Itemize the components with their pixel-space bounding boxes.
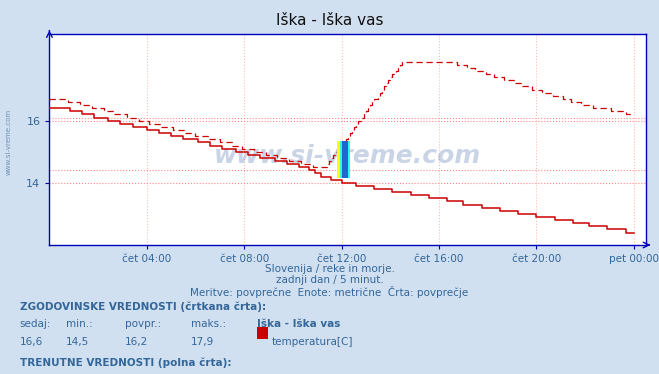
- Text: www.si-vreme.com: www.si-vreme.com: [214, 144, 481, 168]
- Text: www.si-vreme.com: www.si-vreme.com: [5, 109, 12, 175]
- Text: 16,6: 16,6: [20, 337, 43, 347]
- Text: zadnji dan / 5 minut.: zadnji dan / 5 minut.: [275, 275, 384, 285]
- Text: TRENUTNE VREDNOSTI (polna črta):: TRENUTNE VREDNOSTI (polna črta):: [20, 358, 231, 368]
- Text: Meritve: povprečne  Enote: metrične  Črta: povprečje: Meritve: povprečne Enote: metrične Črta:…: [190, 286, 469, 298]
- Text: sedaj:: sedaj:: [20, 319, 51, 329]
- Bar: [337, 141, 346, 178]
- Text: povpr.:: povpr.:: [125, 319, 161, 329]
- Bar: [340, 141, 349, 178]
- Text: temperatura[C]: temperatura[C]: [272, 337, 353, 347]
- Text: maks.:: maks.:: [191, 319, 226, 329]
- Text: min.:: min.:: [66, 319, 93, 329]
- Text: Slovenija / reke in morje.: Slovenija / reke in morje.: [264, 264, 395, 274]
- Bar: [342, 141, 348, 178]
- Text: Iška - Iška vas: Iška - Iška vas: [257, 319, 341, 329]
- Text: 17,9: 17,9: [191, 337, 214, 347]
- Text: 16,2: 16,2: [125, 337, 148, 347]
- Text: 14,5: 14,5: [66, 337, 89, 347]
- Text: ZGODOVINSKE VREDNOSTI (črtkana črta):: ZGODOVINSKE VREDNOSTI (črtkana črta):: [20, 301, 266, 312]
- Text: Iška - Iška vas: Iška - Iška vas: [275, 13, 384, 28]
